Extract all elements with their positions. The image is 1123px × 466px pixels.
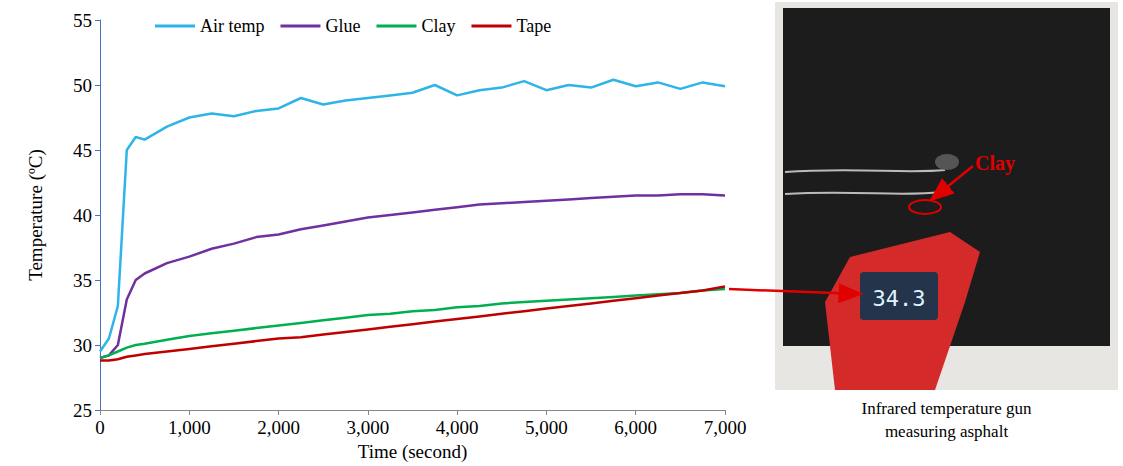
svg-text:2,000: 2,000 [257, 417, 300, 438]
svg-text:Air temp: Air temp [200, 16, 265, 36]
svg-text:Temperature (ºC): Temperature (ºC) [25, 149, 47, 281]
svg-text:Infrared temperature gun: Infrared temperature gun [862, 399, 1032, 418]
svg-text:40: 40 [73, 205, 92, 226]
svg-text:3,000: 3,000 [346, 417, 389, 438]
svg-text:6,000: 6,000 [614, 417, 657, 438]
svg-text:measuring asphalt: measuring asphalt [885, 422, 1008, 441]
svg-text:55: 55 [73, 10, 92, 31]
svg-text:Glue: Glue [325, 16, 360, 36]
svg-text:5,000: 5,000 [525, 417, 568, 438]
svg-text:45: 45 [73, 140, 92, 161]
svg-text:35: 35 [73, 270, 92, 291]
svg-text:50: 50 [73, 75, 92, 96]
svg-text:25: 25 [73, 400, 92, 421]
svg-text:Time (second): Time (second) [358, 441, 468, 463]
svg-text:Clay: Clay [421, 16, 455, 36]
svg-text:Clay: Clay [975, 152, 1015, 175]
svg-text:7,000: 7,000 [704, 417, 747, 438]
svg-text:Tape: Tape [516, 16, 551, 36]
svg-text:0: 0 [95, 417, 105, 438]
svg-text:1,000: 1,000 [168, 417, 211, 438]
svg-text:4,000: 4,000 [436, 417, 479, 438]
svg-text:34.3: 34.3 [873, 286, 926, 311]
svg-text:30: 30 [73, 335, 92, 356]
